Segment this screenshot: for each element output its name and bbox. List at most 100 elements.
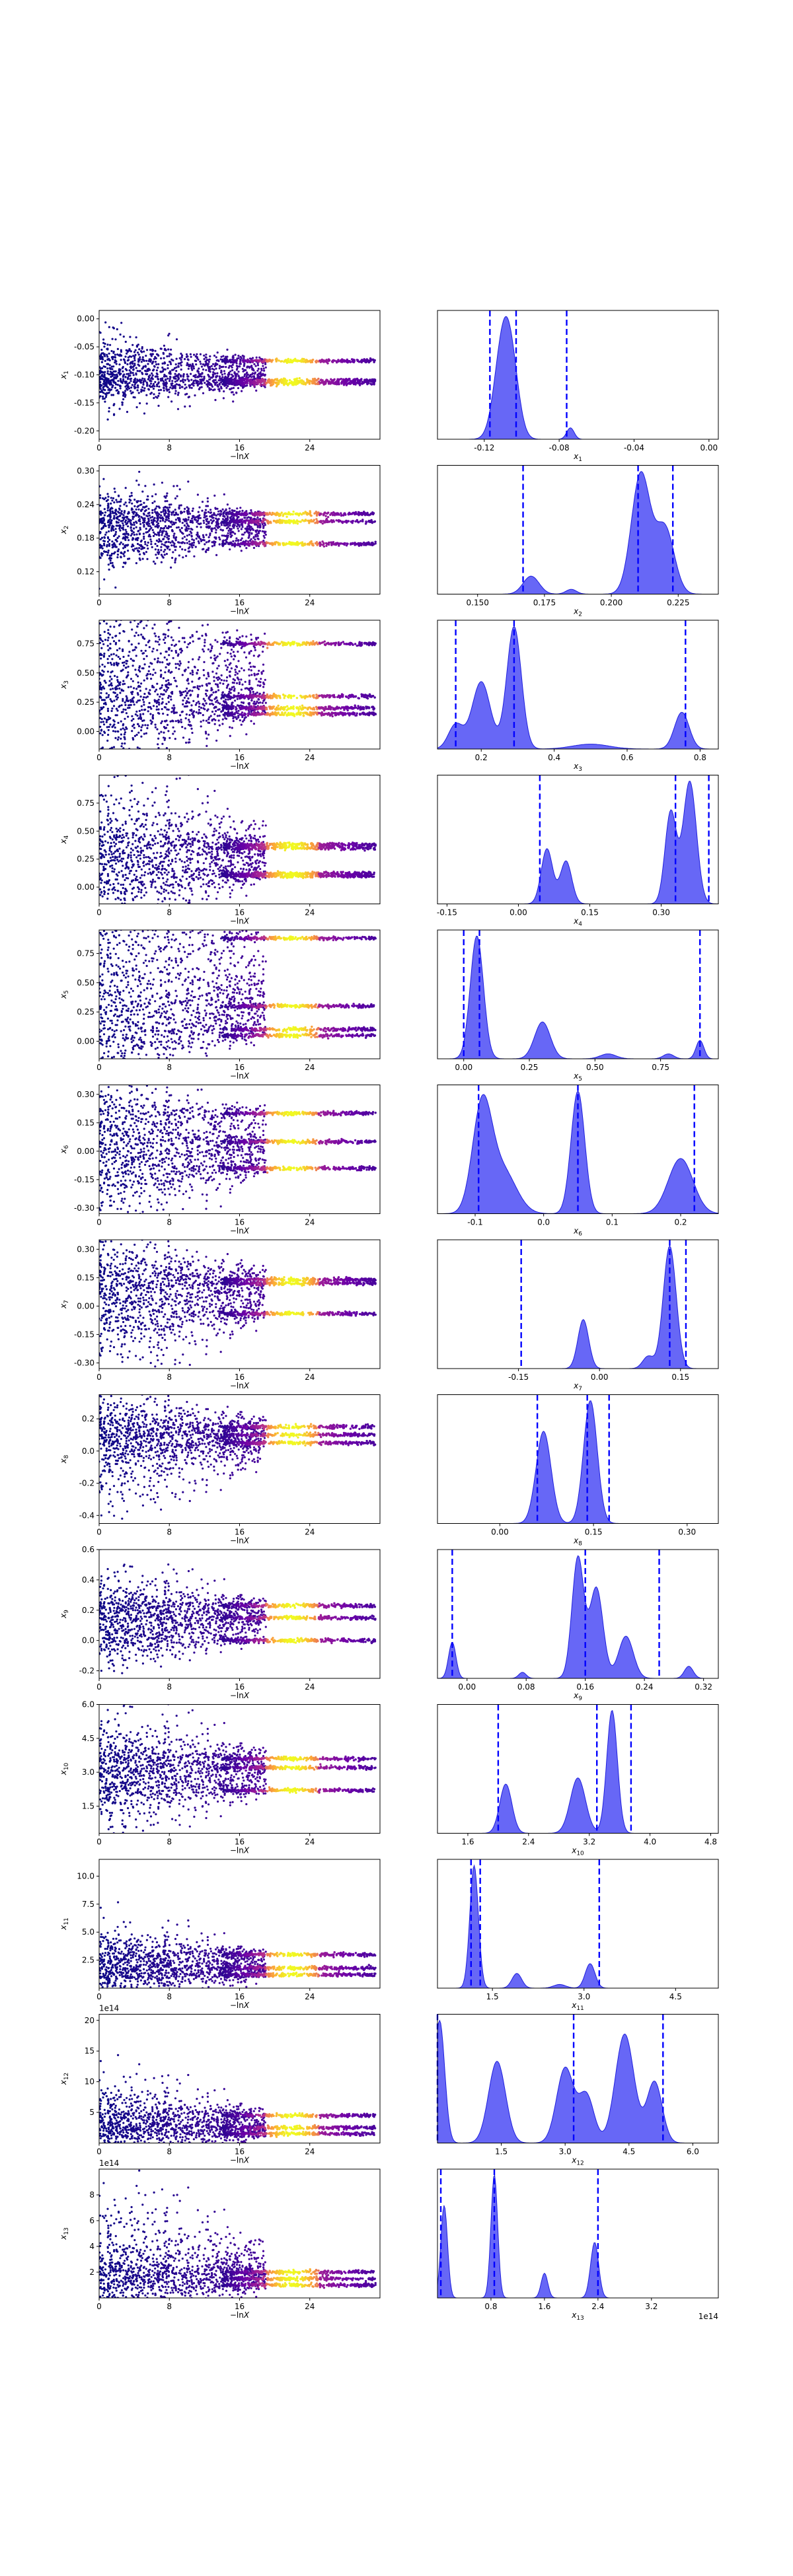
scatter-point <box>291 513 294 516</box>
scatter-point <box>178 668 180 670</box>
scatter-point <box>152 647 155 650</box>
scatter-point <box>116 353 119 356</box>
scatter-point <box>335 360 338 363</box>
scatter-point <box>270 384 272 387</box>
scatter-point <box>257 523 260 526</box>
scatter-point <box>110 502 112 505</box>
scatter-point <box>135 575 137 577</box>
scatter-point <box>137 530 140 532</box>
scatter-point <box>137 694 139 696</box>
scatter-point <box>233 658 235 661</box>
scatter-point <box>212 371 215 374</box>
scatter-point <box>249 520 252 522</box>
scatter-point <box>143 535 145 538</box>
scatter-point <box>113 542 116 545</box>
scatter-point <box>226 348 229 351</box>
scatter-point <box>179 662 182 665</box>
scatter-point <box>102 386 104 389</box>
scatter-point <box>109 675 112 678</box>
scatter-point <box>133 359 136 362</box>
scatter-point <box>154 690 157 693</box>
scatter-point <box>258 670 260 672</box>
scatter-point <box>124 520 127 523</box>
scatter-point <box>161 366 164 369</box>
scatter-point <box>113 515 116 517</box>
scatter-point <box>130 643 133 646</box>
scatter-point <box>170 620 172 623</box>
scatter-point <box>115 685 118 688</box>
scatter-point <box>322 513 325 516</box>
scatter-point <box>99 622 101 625</box>
scatter-point <box>131 508 133 511</box>
scatter-point <box>354 520 357 523</box>
scatter-point <box>220 355 223 358</box>
scatter-point <box>106 353 108 356</box>
scatter-point <box>118 369 121 371</box>
scatter-point <box>130 355 133 358</box>
scatter-point <box>139 500 142 503</box>
scatter-point <box>174 767 176 769</box>
scatter-point <box>215 514 217 517</box>
scatter-point <box>345 544 348 547</box>
scatter-point <box>135 508 137 511</box>
scatter-point <box>122 398 125 401</box>
scatter-point <box>161 742 164 745</box>
scatter-point <box>180 649 184 652</box>
scatter-point <box>151 546 153 549</box>
scatter-point <box>175 383 178 386</box>
scatter-point <box>154 723 157 726</box>
scatter-point <box>99 634 102 637</box>
scatter-point <box>288 520 291 523</box>
scatter-point <box>137 519 140 522</box>
scatter-point <box>133 364 136 367</box>
scatter-point <box>135 367 137 369</box>
scatter-point <box>135 513 137 516</box>
scatter-point <box>174 390 177 392</box>
scatter-point <box>120 526 123 530</box>
scatter-point <box>229 533 232 536</box>
scatter-point <box>218 543 221 546</box>
scatter-point <box>278 359 280 362</box>
scatter-point <box>102 517 105 519</box>
scatter-point <box>167 538 170 541</box>
scatter-point <box>168 535 170 538</box>
scatter-point <box>181 537 184 540</box>
scatter-point <box>134 713 137 716</box>
scatter-point <box>130 386 133 389</box>
scatter-point <box>248 683 251 686</box>
scatter-point <box>197 608 199 610</box>
scatter-point <box>165 375 167 377</box>
scatter-point <box>215 381 218 384</box>
scatter-point <box>252 382 255 384</box>
scatter-point <box>232 517 235 519</box>
scatter-point <box>241 533 244 536</box>
scatter-point <box>106 367 109 370</box>
scatter-point <box>188 384 190 387</box>
scatter-point <box>106 499 109 501</box>
scatter-point <box>181 379 184 382</box>
scatter-point <box>169 361 172 363</box>
scatter-point <box>127 518 130 520</box>
scatter-point <box>167 696 170 699</box>
scatter-point <box>209 519 212 521</box>
scatter-point <box>174 649 177 653</box>
scatter-point <box>115 654 118 657</box>
scatter-point <box>278 382 280 384</box>
scatter-point <box>198 542 200 544</box>
scatter-point <box>180 526 183 530</box>
scatter-point <box>204 509 207 511</box>
scatter-point <box>216 518 219 521</box>
scatter-point <box>186 646 188 649</box>
scatter-point <box>146 349 149 351</box>
scatter-point <box>197 658 200 661</box>
scatter-point <box>110 394 113 396</box>
scatter-point <box>174 380 176 383</box>
scatter-point <box>191 680 194 683</box>
scatter-point <box>259 701 262 704</box>
scatter-point <box>112 691 115 694</box>
x-tick-label: 16 <box>235 443 245 452</box>
scatter-point <box>109 751 111 753</box>
scatter-point <box>159 540 161 542</box>
scatter-point <box>216 684 219 687</box>
